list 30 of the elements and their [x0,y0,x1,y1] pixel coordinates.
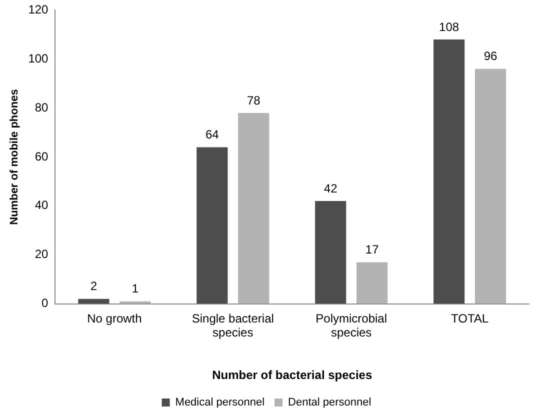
bar [78,298,110,304]
y-tick-label: 0 [42,296,49,310]
y-tick-label: 60 [34,149,49,164]
data-label: 17 [365,242,380,257]
y-tick-label: 120 [28,2,49,17]
bar [196,147,228,304]
bar [315,201,346,304]
y-axis-title: Number of mobile phones [8,89,21,225]
x-tick-label: TOTAL [450,311,489,326]
y-tick-label: 80 [34,100,49,114]
x-axis-title: Number of bacterial species [212,368,372,382]
data-label: 108 [439,20,460,34]
legend-label: Dental personnel [288,396,372,409]
y-tick-label: 100 [28,51,49,66]
bar [474,68,506,304]
bar [238,112,270,304]
bar [434,40,465,304]
y-tick-label: 20 [34,247,49,262]
data-label: 64 [205,128,220,142]
y-tick-label: 40 [34,198,49,212]
data-label: 1 [132,282,139,296]
x-tick-label: Single bacterial species [192,311,274,340]
x-tick-label: No growth [87,311,142,326]
bar [356,262,388,304]
data-label: 96 [484,49,498,64]
data-label: 2 [90,279,98,294]
x-tick-label: Polymicrobial species [316,311,388,340]
legend-label: Medical personnel [175,396,265,409]
data-label: 42 [324,181,338,196]
data-label: 78 [246,93,261,108]
